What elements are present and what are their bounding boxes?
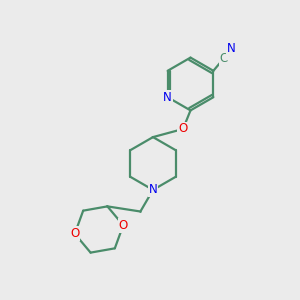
Text: O: O — [178, 122, 188, 136]
Text: O: O — [70, 227, 80, 240]
Text: C: C — [220, 52, 228, 65]
Text: N: N — [148, 183, 158, 196]
Text: O: O — [118, 219, 128, 232]
Text: N: N — [163, 91, 172, 104]
Text: N: N — [227, 43, 236, 56]
